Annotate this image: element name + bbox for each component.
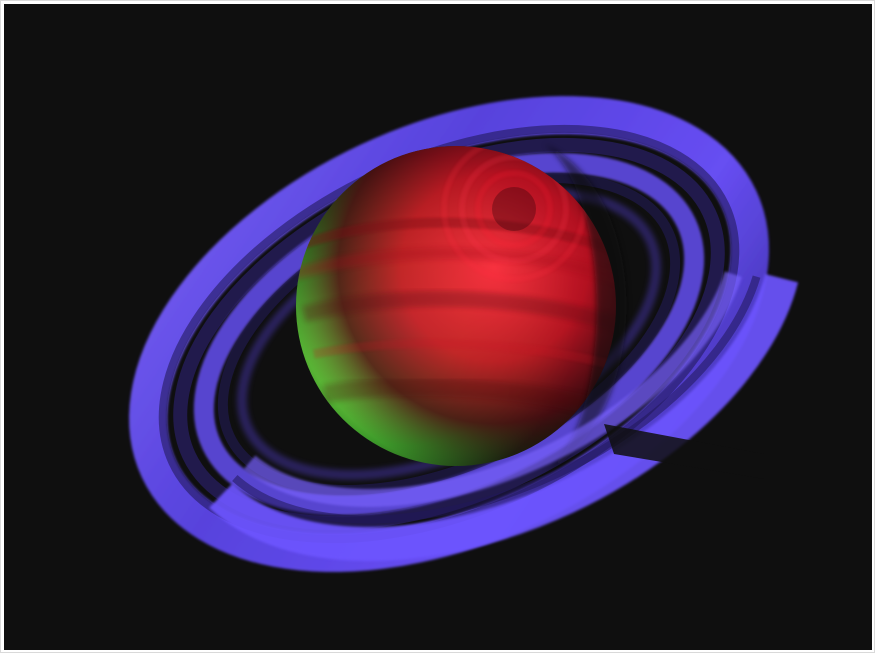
saturn-image — [4, 4, 872, 650]
rings-front — [209, 271, 799, 562]
saturn-illustration — [4, 4, 872, 650]
ring-shadow — [604, 424, 764, 479]
planet — [296, 144, 627, 474]
